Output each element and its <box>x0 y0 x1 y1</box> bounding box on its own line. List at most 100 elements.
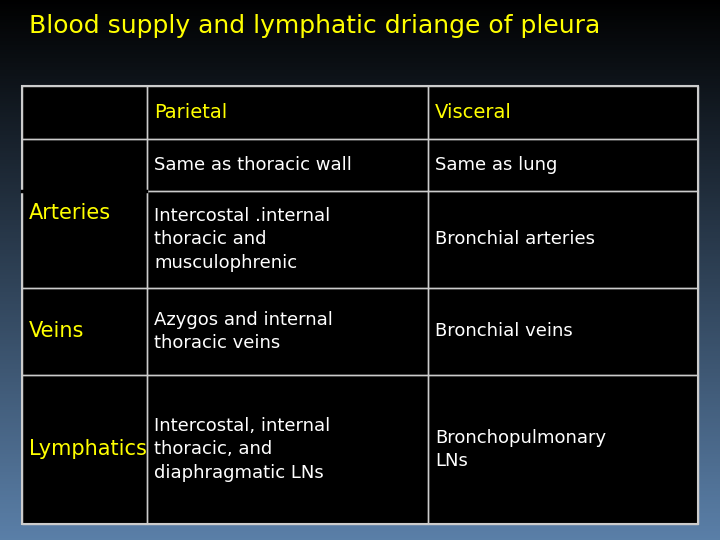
Bar <box>0 290 720 292</box>
Bar <box>0 160 720 162</box>
Bar <box>0 153 720 155</box>
Bar <box>0 167 720 169</box>
Bar <box>0 211 720 212</box>
Bar <box>147 191 428 288</box>
Bar <box>0 263 720 265</box>
Text: Arteries: Arteries <box>29 203 111 223</box>
Bar <box>0 239 720 241</box>
Bar <box>0 59 720 61</box>
Bar <box>0 515 720 517</box>
Bar <box>0 536 720 538</box>
Bar <box>0 511 720 513</box>
Bar <box>0 441 720 443</box>
Bar <box>0 54 720 56</box>
Bar <box>0 477 720 479</box>
Bar <box>0 178 720 180</box>
Bar <box>0 83 720 85</box>
Bar <box>0 231 720 232</box>
Bar <box>0 221 720 223</box>
Bar <box>0 466 720 468</box>
Bar <box>0 403 720 405</box>
Text: Intercostal, internal
thoracic, and
diaphragmatic LNs: Intercostal, internal thoracic, and diap… <box>154 417 330 482</box>
Bar <box>0 20 720 22</box>
Bar <box>0 443 720 444</box>
Bar <box>0 479 720 481</box>
Bar <box>0 425 720 427</box>
Bar <box>0 113 720 115</box>
Bar <box>0 258 720 259</box>
Bar <box>0 92 720 93</box>
Bar <box>0 285 720 286</box>
Bar <box>0 297 720 299</box>
Bar <box>147 86 428 139</box>
Bar <box>147 139 428 191</box>
Bar <box>0 169 720 171</box>
Bar <box>0 79 720 81</box>
Bar <box>0 120 720 123</box>
Bar <box>0 522 720 524</box>
Bar <box>22 86 698 524</box>
Bar <box>0 390 720 393</box>
Bar <box>0 50 720 52</box>
Bar <box>0 110 720 112</box>
Bar <box>0 335 720 336</box>
Bar <box>0 185 720 187</box>
Bar <box>428 288 698 375</box>
Bar <box>0 32 720 34</box>
Bar <box>428 288 698 375</box>
Bar <box>0 319 720 320</box>
Bar <box>0 268 720 270</box>
Bar <box>0 322 720 324</box>
Bar <box>0 177 720 178</box>
Bar <box>0 70 720 72</box>
Bar <box>0 339 720 340</box>
Bar <box>22 139 147 191</box>
Bar <box>0 117 720 119</box>
Bar <box>22 86 147 139</box>
Bar <box>0 259 720 261</box>
Bar <box>0 475 720 477</box>
Bar <box>0 328 720 329</box>
Bar <box>0 288 720 290</box>
Bar <box>0 247 720 248</box>
Text: Same as lung: Same as lung <box>435 156 557 174</box>
Bar <box>0 306 720 308</box>
Bar <box>147 288 428 375</box>
Bar <box>0 90 720 92</box>
Bar <box>0 414 720 416</box>
Bar <box>0 302 720 304</box>
Bar <box>0 382 720 383</box>
Bar <box>0 171 720 173</box>
Bar <box>0 360 720 362</box>
Bar <box>0 320 720 322</box>
Bar <box>0 216 720 218</box>
Bar <box>0 151 720 153</box>
Bar <box>0 140 720 142</box>
Bar <box>0 77 720 79</box>
Bar <box>0 420 720 421</box>
Bar <box>0 520 720 522</box>
Bar <box>0 427 720 428</box>
Bar <box>0 236 720 238</box>
Bar <box>0 464 720 466</box>
Bar <box>0 366 720 367</box>
Bar <box>0 410 720 412</box>
Bar <box>22 288 147 375</box>
Bar <box>0 394 720 396</box>
Bar <box>0 162 720 164</box>
Text: Azygos and internal
thoracic veins: Azygos and internal thoracic veins <box>154 310 333 352</box>
Bar <box>0 457 720 459</box>
Bar <box>0 238 720 239</box>
Bar <box>0 72 720 74</box>
Bar <box>0 346 720 347</box>
Bar <box>0 232 720 234</box>
Bar <box>0 504 720 506</box>
Bar <box>0 65 720 66</box>
Bar <box>0 274 720 275</box>
Bar <box>0 409 720 410</box>
Bar <box>0 437 720 439</box>
Bar <box>0 342 720 344</box>
Bar <box>0 228 720 231</box>
Bar <box>0 166 720 167</box>
Bar <box>0 380 720 382</box>
